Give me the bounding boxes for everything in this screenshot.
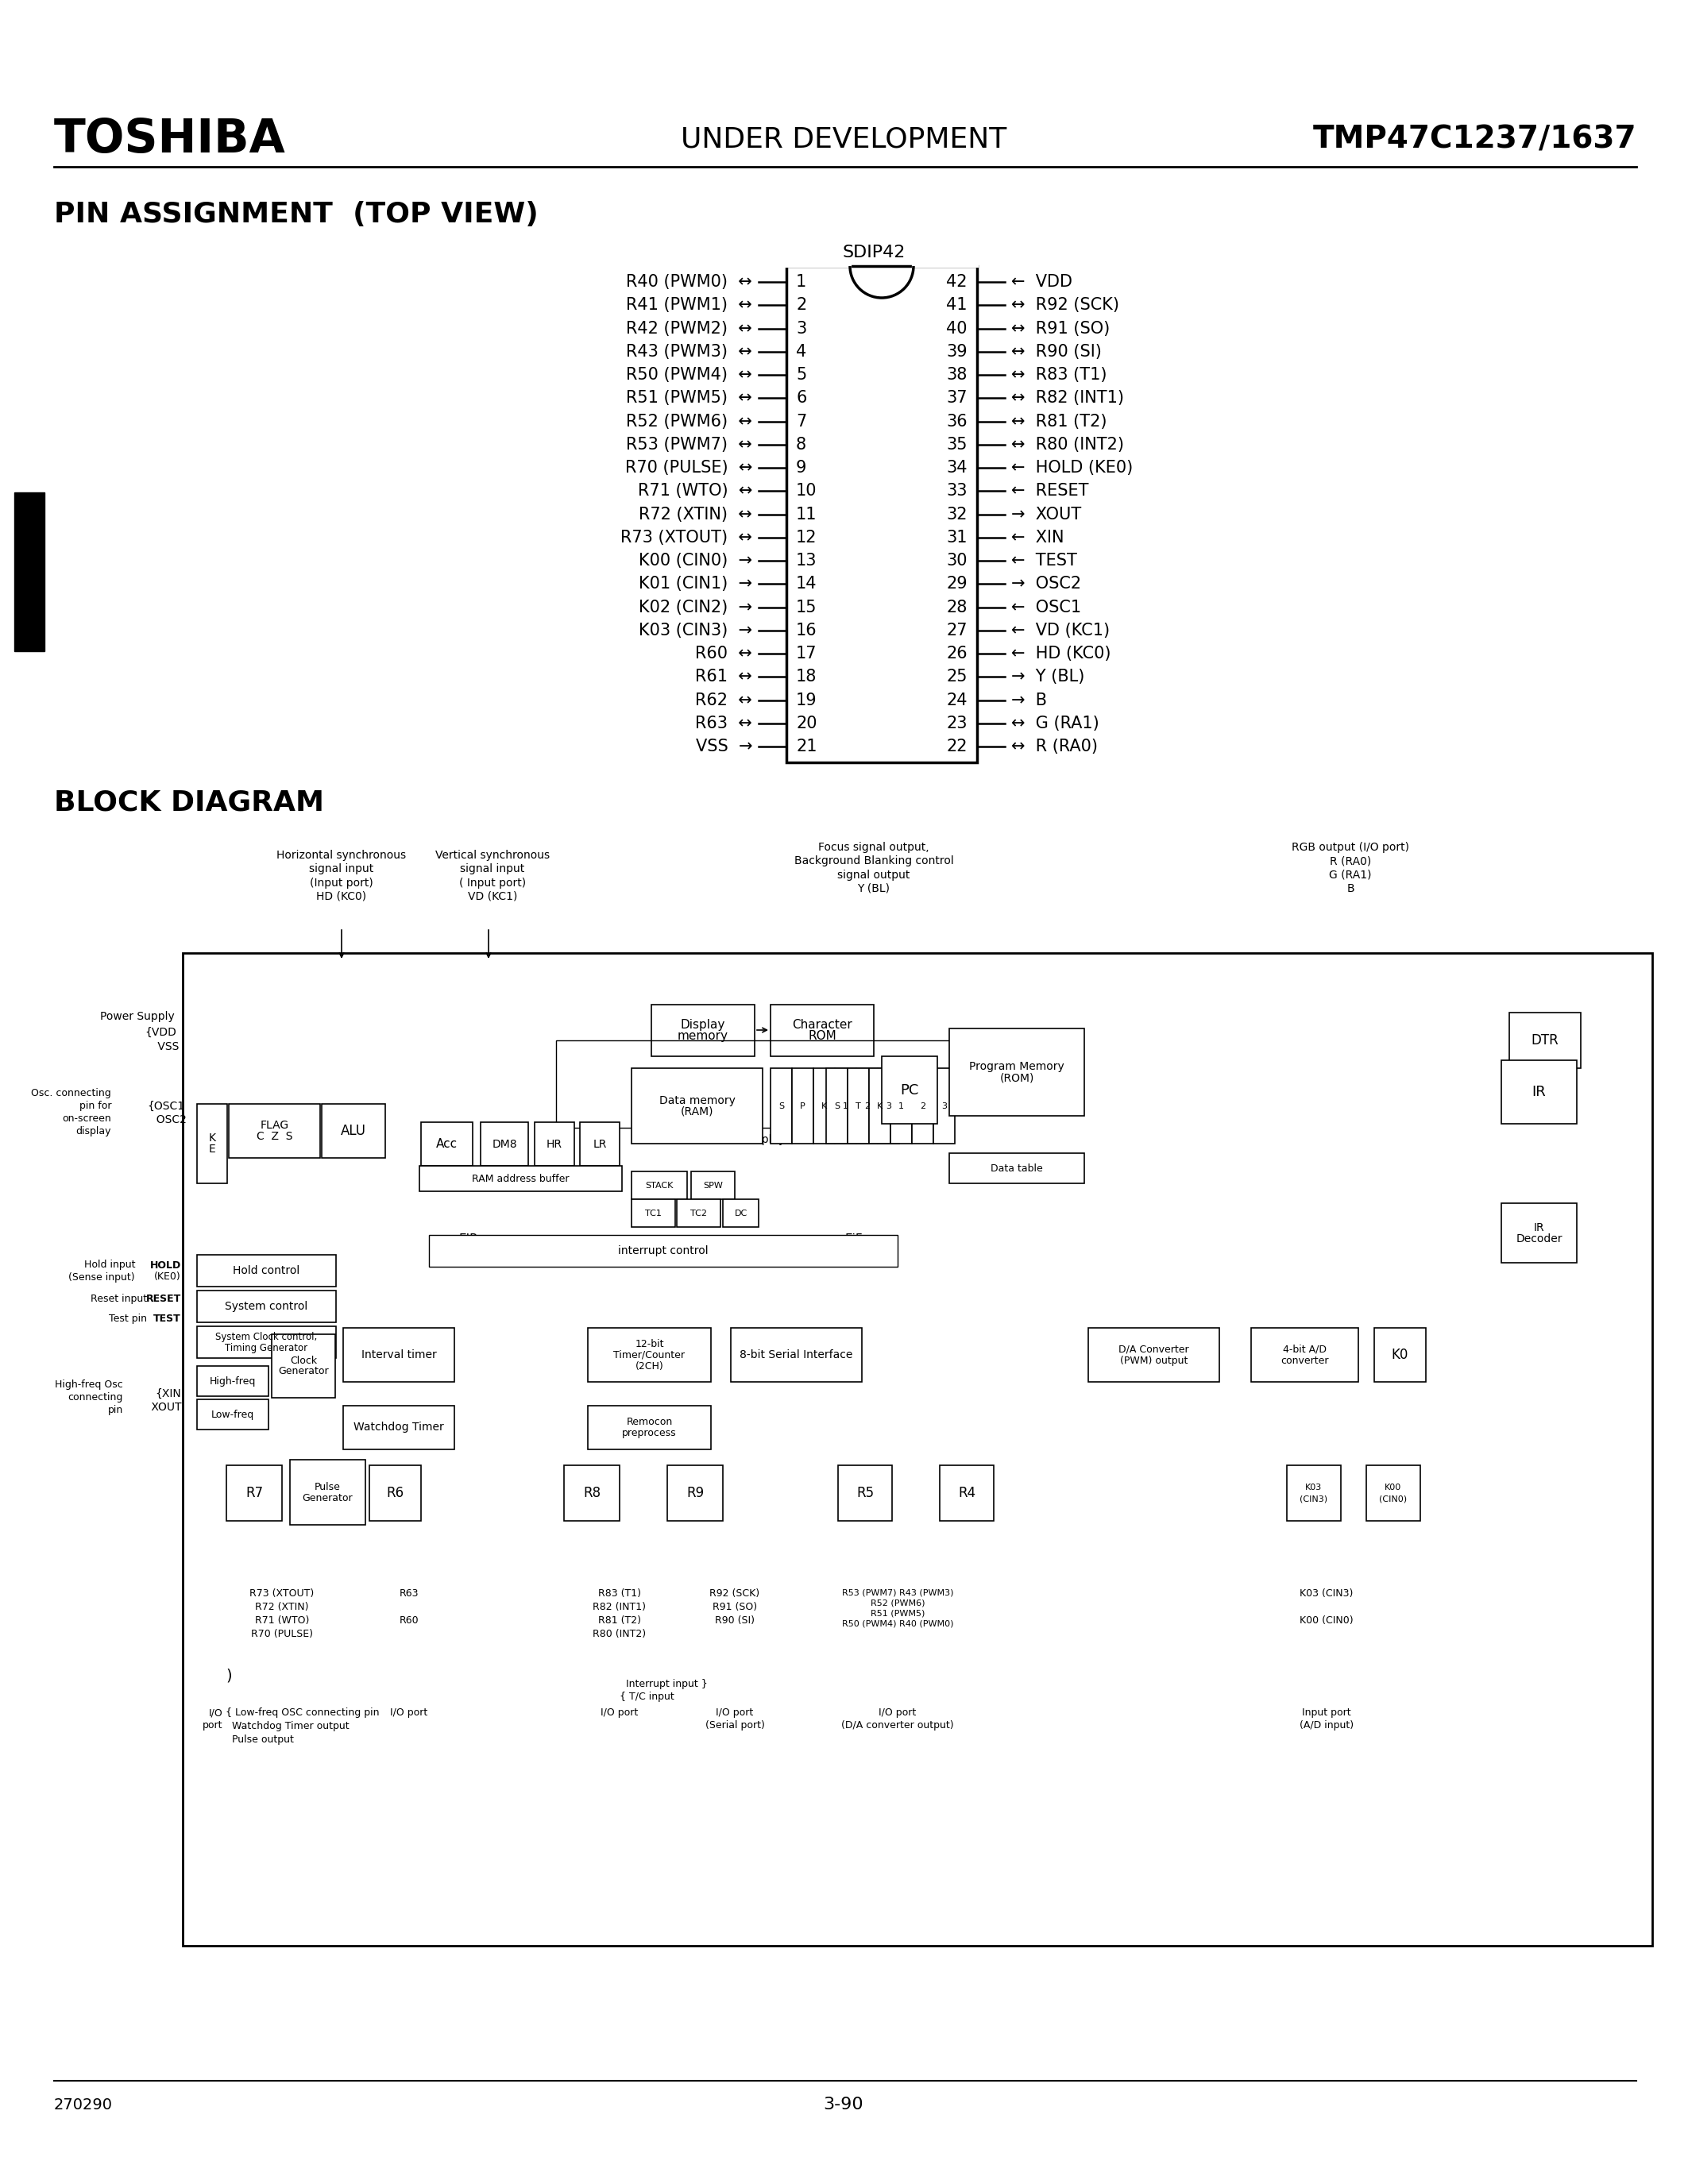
Text: 3: 3 xyxy=(886,1103,891,1109)
Text: DTR: DTR xyxy=(1531,1033,1558,1048)
Text: (ROM): (ROM) xyxy=(999,1072,1035,1083)
Text: R41 (PWM1)  ↔: R41 (PWM1) ↔ xyxy=(626,297,753,312)
Bar xyxy=(770,1005,874,1057)
Bar xyxy=(912,1068,933,1144)
Text: R9: R9 xyxy=(687,1485,704,1500)
Text: R53 (PWM7) R43 (PWM3)
R52 (PWM6)
R51 (PWM5)
R50 (PWM4) R40 (PWM0): R53 (PWM7) R43 (PWM3) R52 (PWM6) R51 (PW… xyxy=(842,1588,954,1627)
Text: 270290: 270290 xyxy=(54,2097,113,2112)
Text: VSS  →: VSS → xyxy=(695,738,753,753)
Bar xyxy=(419,1166,621,1190)
Text: R61  ↔: R61 ↔ xyxy=(695,668,753,686)
Text: S: S xyxy=(778,1103,783,1109)
Text: ←  XIN: ← XIN xyxy=(1011,529,1063,546)
Text: ): ) xyxy=(226,1669,231,1684)
Text: PIN ASSIGNMENT  (TOP VIEW): PIN ASSIGNMENT (TOP VIEW) xyxy=(54,201,538,227)
Bar xyxy=(690,1171,734,1199)
Text: ↔  R81 (T2): ↔ R81 (T2) xyxy=(1011,413,1107,430)
Text: 27: 27 xyxy=(947,622,967,638)
Text: ↔  R91 (SO): ↔ R91 (SO) xyxy=(1011,321,1111,336)
Bar xyxy=(290,1459,365,1524)
Bar xyxy=(581,1123,619,1166)
Text: R7: R7 xyxy=(245,1485,263,1500)
Bar xyxy=(631,1171,687,1199)
Text: SPW: SPW xyxy=(704,1182,722,1190)
Text: →  Y (BL): → Y (BL) xyxy=(1011,668,1085,686)
Text: 14: 14 xyxy=(797,577,817,592)
Text: R60  ↔: R60 ↔ xyxy=(695,646,753,662)
Text: Osc. connecting
pin for
on-screen
display: Osc. connecting pin for on-screen displa… xyxy=(30,1088,111,1136)
Text: Watchdog Timer: Watchdog Timer xyxy=(353,1422,444,1433)
Text: R4: R4 xyxy=(959,1485,976,1500)
Text: 26: 26 xyxy=(947,646,967,662)
Text: 6: 6 xyxy=(797,391,807,406)
Text: I/O
port: I/O port xyxy=(203,1708,223,1730)
Text: TEST: TEST xyxy=(154,1313,181,1324)
Text: Data table: Data table xyxy=(991,1164,1043,1173)
Bar xyxy=(226,1465,282,1520)
Text: (PWM) output: (PWM) output xyxy=(1119,1356,1188,1365)
Text: System Clock control,: System Clock control, xyxy=(216,1332,317,1341)
Text: (2CH): (2CH) xyxy=(635,1361,663,1372)
Bar xyxy=(1501,1203,1577,1262)
Text: UNDER DEVELOPMENT: UNDER DEVELOPMENT xyxy=(680,124,1006,153)
Bar xyxy=(555,1040,954,1127)
Text: (CIN0): (CIN0) xyxy=(1379,1494,1408,1503)
Text: R72 (XTIN)  ↔: R72 (XTIN) ↔ xyxy=(638,507,753,522)
Bar xyxy=(197,1103,228,1184)
Text: 31: 31 xyxy=(947,529,967,546)
Text: K03 (CIN3)

K00 (CIN0): K03 (CIN3) K00 (CIN0) xyxy=(1300,1588,1354,1625)
Bar xyxy=(370,1465,420,1520)
Text: R52 (PWM6)  ↔: R52 (PWM6) ↔ xyxy=(626,413,753,430)
Text: TOSHIBA: TOSHIBA xyxy=(54,116,285,162)
Text: 4: 4 xyxy=(797,343,807,360)
Text: High-freq Osc
connecting
pin: High-freq Osc connecting pin xyxy=(56,1380,123,1415)
Text: Input port
(A/D input): Input port (A/D input) xyxy=(1300,1708,1354,1730)
Text: FLAG: FLAG xyxy=(260,1120,289,1131)
Text: 3-90: 3-90 xyxy=(824,2097,864,2112)
Text: Power Supply: Power Supply xyxy=(100,1011,176,1022)
Text: I/O port: I/O port xyxy=(601,1708,638,1719)
Bar xyxy=(429,1234,898,1267)
Text: Interval timer: Interval timer xyxy=(361,1350,437,1361)
Text: P: P xyxy=(800,1103,805,1109)
Text: K00: K00 xyxy=(1384,1483,1401,1492)
Text: 42: 42 xyxy=(947,273,967,290)
Text: ←  TEST: ← TEST xyxy=(1011,553,1077,568)
Text: 25: 25 xyxy=(947,668,967,686)
Text: RESET: RESET xyxy=(145,1293,181,1304)
Text: Horizontal synchronous
signal input
(Input port)
HD (KC0): Horizontal synchronous signal input (Inp… xyxy=(277,850,407,902)
Bar xyxy=(1251,1328,1359,1382)
Text: 39: 39 xyxy=(947,343,967,360)
Text: R40 (PWM0)  ↔: R40 (PWM0) ↔ xyxy=(626,273,753,290)
Text: ←  HD (KC0): ← HD (KC0) xyxy=(1011,646,1111,662)
Text: IR: IR xyxy=(1534,1221,1545,1234)
Text: 13: 13 xyxy=(797,553,817,568)
Bar xyxy=(847,1068,869,1144)
Bar xyxy=(677,1199,721,1227)
Text: R8: R8 xyxy=(582,1485,601,1500)
Text: 20: 20 xyxy=(797,716,817,732)
Text: Display: Display xyxy=(680,1020,726,1031)
Bar xyxy=(481,1123,528,1166)
Text: K00 (CIN0)  →: K00 (CIN0) → xyxy=(638,553,753,568)
Text: 38: 38 xyxy=(947,367,967,382)
Text: 3: 3 xyxy=(797,321,807,336)
Text: LR: LR xyxy=(592,1138,606,1149)
Bar xyxy=(933,1068,955,1144)
Bar xyxy=(631,1199,675,1227)
Text: 28: 28 xyxy=(947,598,967,616)
Text: 30: 30 xyxy=(947,553,967,568)
Bar xyxy=(182,952,1653,1946)
Text: 29: 29 xyxy=(947,577,967,592)
Bar xyxy=(881,1057,937,1125)
Text: R63

R60: R63 R60 xyxy=(400,1588,419,1625)
Text: TC2: TC2 xyxy=(690,1210,707,1216)
Text: converter: converter xyxy=(1281,1356,1328,1365)
Bar xyxy=(856,1068,878,1144)
Bar xyxy=(197,1291,336,1321)
Bar xyxy=(420,1123,473,1166)
Text: XOUT: XOUT xyxy=(147,1402,181,1413)
Text: System control: System control xyxy=(225,1302,307,1313)
Text: ROM: ROM xyxy=(809,1031,836,1042)
Text: R50 (PWM4)  ↔: R50 (PWM4) ↔ xyxy=(626,367,753,382)
